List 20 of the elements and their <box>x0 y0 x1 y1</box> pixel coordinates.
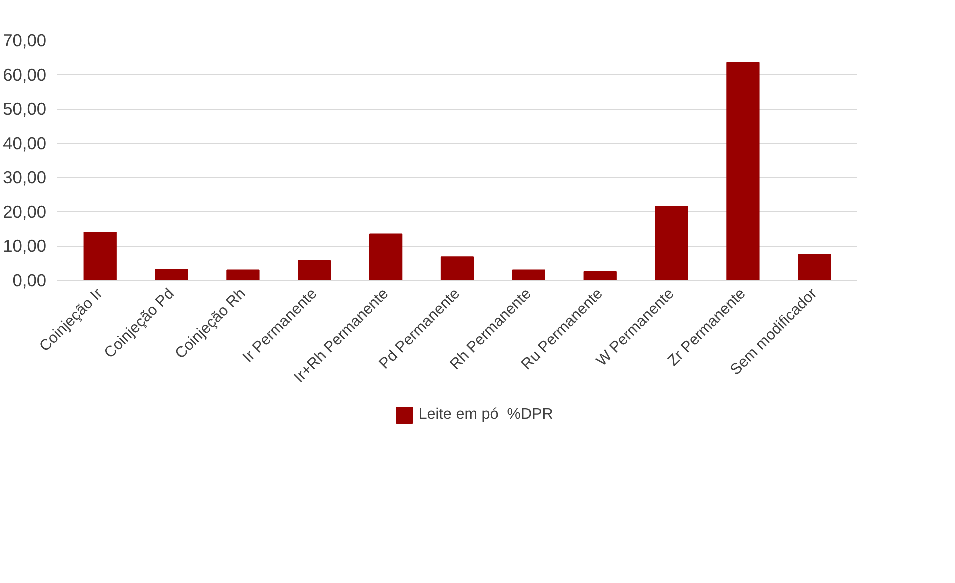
y-tick-label: 70,00 <box>3 30 47 50</box>
bar <box>726 62 760 280</box>
bar <box>370 234 403 280</box>
y-tick-label: 30,00 <box>3 168 47 188</box>
y-tick-label: 20,00 <box>3 202 47 222</box>
y-tick-label: 0,00 <box>12 270 47 290</box>
y-tick-label: 50,00 <box>3 99 47 120</box>
bar <box>226 270 260 280</box>
legend-label: Leite em pó %DPR <box>418 406 554 424</box>
bar <box>655 206 688 280</box>
bar <box>584 271 617 280</box>
bar <box>798 254 832 280</box>
bar <box>155 269 188 280</box>
bar <box>298 260 332 280</box>
y-tick-label: 40,00 <box>3 133 47 154</box>
bar <box>512 270 546 280</box>
y-tick-label: 10,00 <box>3 236 47 256</box>
y-tick-label: 60,00 <box>3 64 47 85</box>
bar <box>84 232 117 280</box>
bar <box>440 256 474 280</box>
